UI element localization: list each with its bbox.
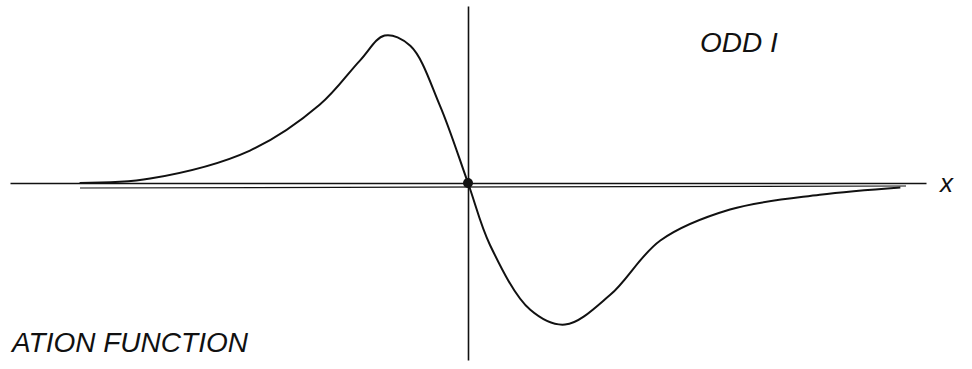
annotation: ATION FUNCTION xyxy=(10,327,249,358)
plot-area xyxy=(80,35,901,325)
curve xyxy=(80,35,901,325)
axis-sketch-stroke xyxy=(80,186,906,188)
annotation: ODD I xyxy=(700,27,778,58)
chart: x ODD I ATION FUNCTION xyxy=(0,0,972,369)
x-axis-title: x xyxy=(938,168,954,198)
